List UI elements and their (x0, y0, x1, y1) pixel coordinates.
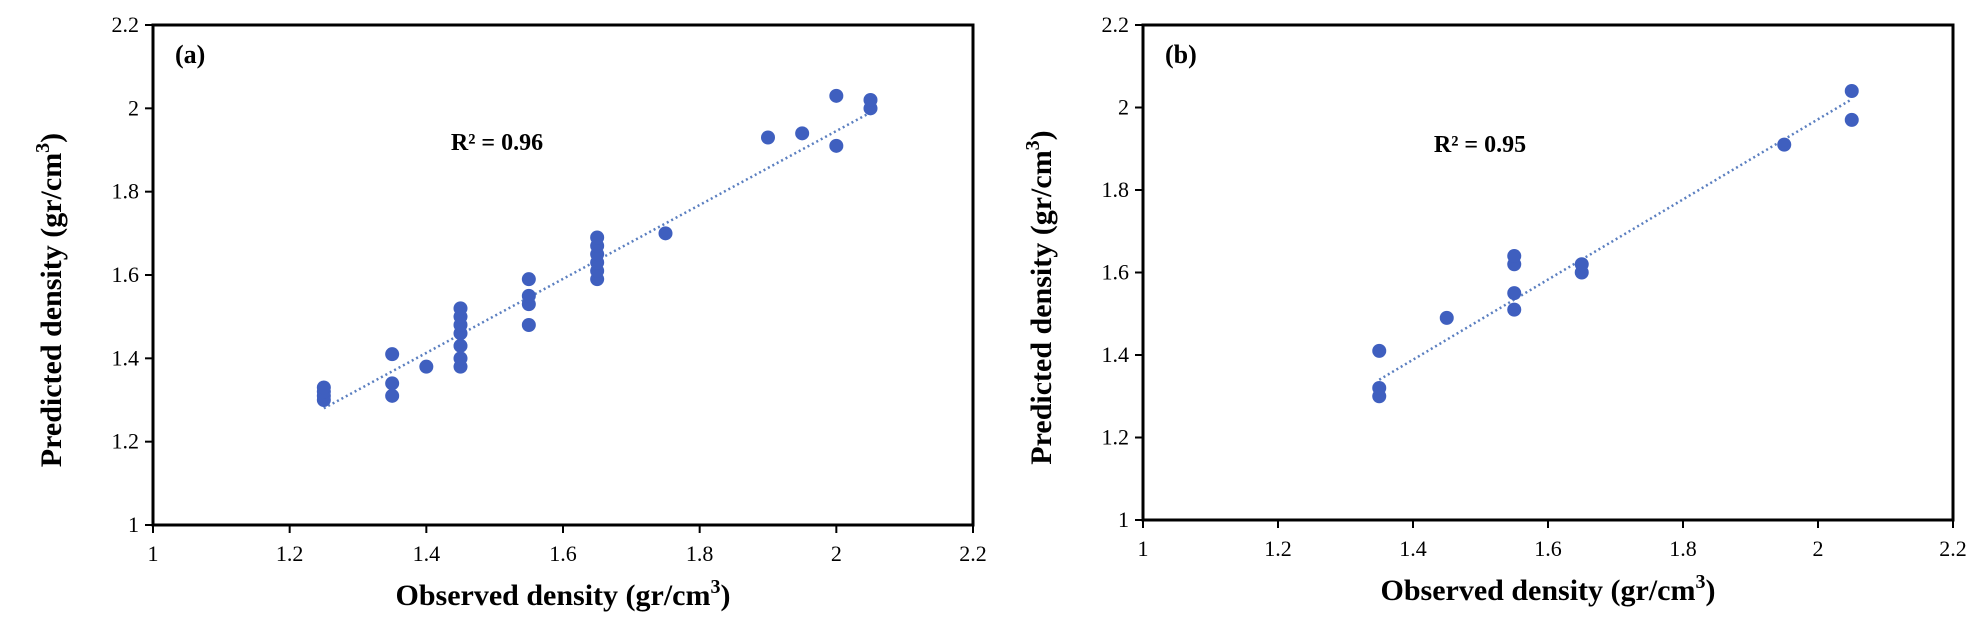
y-tick-label-a: 1 (128, 512, 139, 537)
data-point-a (453, 338, 468, 353)
y-tick-label-a: 1.4 (112, 345, 140, 370)
y-tick-label-b: 1 (1118, 507, 1129, 532)
x-tick-label-a: 1.2 (276, 541, 304, 566)
y-tick-label-b: 2 (1118, 95, 1129, 120)
x-tick-label-a: 2 (831, 541, 842, 566)
y-tick-label-a: 2 (128, 95, 139, 120)
panel-label-a: (a) (175, 40, 205, 69)
x-tick-label-b: 1.8 (1669, 536, 1697, 561)
y-tick-label-a: 2.2 (112, 12, 140, 37)
panel-label-b: (b) (1165, 40, 1197, 69)
data-point-a (795, 126, 810, 141)
data-point-a (385, 388, 400, 403)
r-squared-label-b: R² = 0.95 (1434, 132, 1526, 158)
data-point-a (590, 230, 605, 245)
data-point-a (658, 226, 673, 241)
r-squared-label-a: R² = 0.96 (451, 130, 543, 156)
x-tick-label-a: 1.4 (413, 541, 441, 566)
y-tick-label-b: 2.2 (1102, 12, 1130, 37)
y-tick-label-b: 1.8 (1102, 177, 1130, 202)
x-tick-label-b: 2 (1813, 536, 1824, 561)
y-tick-label-a: 1.8 (112, 179, 140, 204)
data-point-a (863, 93, 878, 107)
data-point-a (453, 351, 468, 366)
x-tick-label-b: 1.2 (1264, 536, 1292, 561)
y-tick-label-a: 1.6 (112, 262, 140, 287)
scatter-chart-b: 1 1.2 1.4 1.6 1.8 2 2.2 1 1.2 1.4 1.6 1.8 2 2.2 Observ… (1022, 12, 1967, 607)
y-tick-label-a: 1.2 (112, 429, 140, 454)
x-tick-label-b: 2.2 (1939, 536, 1967, 561)
x-tick-label-b: 1 (1138, 536, 1149, 561)
x-tick-label-a: 2.2 (959, 541, 987, 566)
data-point-a (419, 359, 434, 374)
data-point-b (1777, 137, 1792, 152)
x-axis-title-a: Observed density (gr/cm3) (396, 576, 731, 612)
scatter-chart-a: 1 1.2 1.4 1.6 1.8 2 2.2 1 1.2 1.4 1.6 1.8 2 2.2 Observ… (32, 12, 987, 612)
data-point-a (385, 376, 400, 391)
data-point-a (829, 88, 844, 103)
x-axis-title-b: Observed density (gr/cm3) (1381, 571, 1716, 607)
trendline-b (1378, 98, 1853, 381)
data-point-a (385, 347, 400, 362)
y-tick-label-b: 1.2 (1102, 425, 1130, 450)
data-point-a (521, 272, 536, 287)
plot-area-a (151, 23, 975, 527)
data-point-b (1844, 84, 1859, 98)
data-point-a (829, 138, 844, 153)
y-tick-label-b: 1.4 (1102, 342, 1130, 367)
plot-area-b (1141, 23, 1955, 522)
x-tick-label-a: 1.6 (549, 541, 577, 566)
y-axis-title-b: Predicted density (gr/cm3) (1022, 130, 1058, 464)
chart-panel-b: 1 1.2 1.4 1.6 1.8 2 2.2 1 1.2 1.4 1.6 1.8 2 2.2 Observ… (1000, 0, 1986, 619)
data-point-a (453, 301, 468, 316)
data-point-a (521, 318, 536, 332)
data-point-b (1439, 310, 1454, 325)
data-point-a (521, 288, 536, 303)
x-tick-label-a: 1 (148, 541, 159, 566)
y-tick-label-b: 1.6 (1102, 260, 1130, 285)
data-point-b (1372, 381, 1387, 395)
chart-panel-a: 1 1.2 1.4 1.6 1.8 2 2.2 1 1.2 1.4 1.6 1.8 2 2.2 Observ… (32, 12, 987, 612)
x-tick-label-b: 1.6 (1534, 536, 1562, 561)
data-point-a (316, 380, 331, 395)
x-tick-label-a: 1.8 (686, 541, 714, 566)
data-point-b (1574, 257, 1589, 272)
data-point-b (1507, 302, 1522, 317)
data-point-b (1844, 112, 1859, 127)
data-point-b (1372, 343, 1387, 358)
data-point-a (761, 130, 775, 145)
data-point-b (1507, 249, 1522, 263)
y-axis-title-a: Predicted density (gr/cm3) (32, 133, 68, 467)
x-tick-label-b: 1.4 (1399, 536, 1427, 561)
data-point-b (1507, 286, 1522, 301)
